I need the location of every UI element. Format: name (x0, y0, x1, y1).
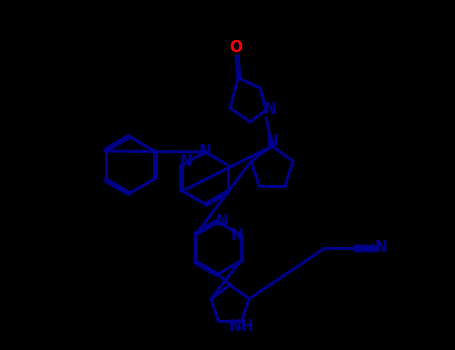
Text: N: N (374, 240, 387, 256)
Text: N: N (263, 103, 276, 118)
Text: N: N (230, 228, 243, 243)
Text: N: N (266, 133, 278, 148)
Text: O: O (229, 41, 243, 56)
Text: N: N (199, 145, 212, 160)
Text: N: N (216, 215, 228, 230)
Text: N: N (180, 154, 193, 169)
Text: NH: NH (229, 319, 254, 334)
